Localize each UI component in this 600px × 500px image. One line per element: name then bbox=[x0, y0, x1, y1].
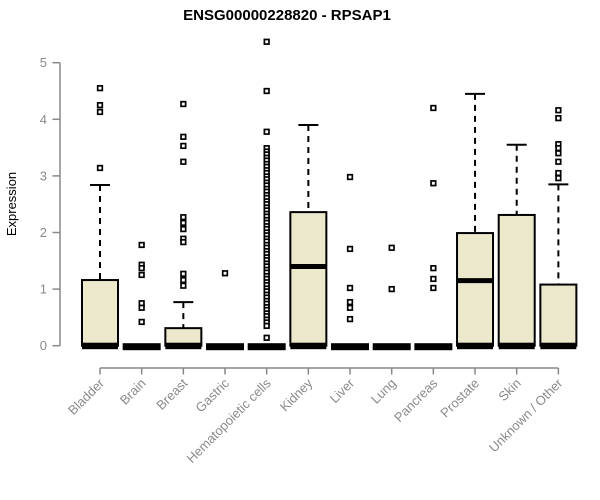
outlier-point-breast bbox=[180, 133, 187, 140]
outlier-point-liver bbox=[346, 245, 354, 253]
y-tick-label: 2 bbox=[40, 225, 47, 240]
x-tick-label-gastric: Gastric bbox=[192, 375, 232, 415]
box-bottom-bar-unknown-other bbox=[540, 342, 577, 350]
x-tick-label-kidney: Kidney bbox=[277, 375, 316, 414]
outlier-point-pancreas bbox=[430, 275, 437, 283]
outlier-point-hematopoietic-cells bbox=[263, 128, 270, 135]
outlier-point-breast bbox=[180, 276, 187, 284]
outlier-point-bladder bbox=[96, 108, 104, 116]
flat-box-lung bbox=[372, 343, 411, 351]
x-tick-label-skin: Skin bbox=[495, 376, 523, 404]
outlier-point-liver bbox=[346, 284, 354, 292]
outlier-point-pancreas bbox=[430, 284, 437, 292]
x-tick-label-prostate: Prostate bbox=[437, 376, 482, 421]
outlier-point-brain bbox=[138, 318, 145, 326]
x-tick-label-pancreas: Pancreas bbox=[391, 375, 441, 425]
flat-box-gastric bbox=[206, 343, 245, 351]
box-bottom-bar-kidney bbox=[290, 342, 327, 350]
box-bottom-bar-skin bbox=[498, 342, 535, 350]
y-tick-label: 3 bbox=[40, 168, 47, 183]
outlier-point-brain bbox=[138, 265, 145, 272]
outlier-point-unknown-other bbox=[555, 158, 562, 165]
y-tick-label: 4 bbox=[40, 112, 47, 127]
outlier-point-breast bbox=[180, 282, 187, 289]
x-tick-label-lung: Lung bbox=[368, 376, 399, 407]
flat-box-brain bbox=[122, 343, 161, 351]
outlier-point-breast bbox=[180, 238, 187, 246]
outlier-point-breast bbox=[180, 142, 187, 150]
outlier-point-brain bbox=[138, 241, 145, 249]
flat-box-liver bbox=[331, 343, 370, 351]
outlier-point-liver bbox=[346, 298, 354, 306]
box-bottom-bar-breast bbox=[165, 342, 202, 350]
outlier-point-lung bbox=[388, 285, 395, 293]
box-skin bbox=[497, 213, 536, 347]
box-prostate bbox=[456, 232, 495, 347]
outlier-point-unknown-other bbox=[555, 169, 562, 177]
outlier-point-pancreas bbox=[430, 104, 437, 112]
y-tick-label: 1 bbox=[40, 282, 47, 297]
outlier-point-gastric bbox=[221, 270, 229, 277]
outlier-point-breast bbox=[180, 225, 187, 233]
outlier-point-liver bbox=[346, 304, 354, 311]
outlier-point-bladder bbox=[96, 101, 104, 109]
box-kidney bbox=[289, 211, 328, 347]
x-tick-label-brain: Brain bbox=[117, 376, 149, 408]
outlier-point-unknown-other bbox=[555, 115, 562, 122]
outlier-point-breast bbox=[180, 270, 187, 277]
outlier-point-unknown-other bbox=[555, 145, 562, 152]
x-tick-label-breast: Breast bbox=[153, 375, 190, 412]
outlier-point-pancreas bbox=[430, 180, 437, 187]
outlier-point-breast bbox=[180, 214, 187, 221]
outlier-point-lung bbox=[388, 244, 395, 251]
outlier-point-unknown-other bbox=[555, 107, 562, 114]
box-bottom-bar-bladder bbox=[82, 342, 118, 350]
flat-box-pancreas bbox=[414, 343, 453, 351]
outlier-point-bladder bbox=[96, 164, 104, 172]
outlier-point-pancreas bbox=[430, 265, 437, 272]
outlier-point-breast bbox=[180, 219, 187, 227]
outlier-point-hematopoietic-cells bbox=[263, 334, 270, 341]
outlier-point-hematopoietic-cells bbox=[263, 87, 270, 95]
outlier-point-brain bbox=[138, 271, 145, 279]
outlier-point-bladder bbox=[96, 85, 104, 92]
box-bottom-bar-prostate bbox=[457, 342, 494, 350]
outlier-point-unknown-other bbox=[555, 175, 562, 182]
outlier-point-brain bbox=[138, 304, 145, 311]
x-tick-label-bladder: Bladder bbox=[65, 375, 108, 418]
box-unknown-other bbox=[539, 283, 578, 347]
y-tick-label: 0 bbox=[40, 338, 47, 353]
outlier-point-hematopoietic-cells bbox=[263, 38, 270, 45]
chart-title: ENSG00000228820 - RPSAP1 bbox=[183, 7, 391, 24]
y-tick-label: 5 bbox=[40, 55, 47, 70]
outlier-point-hematopoietic-cells bbox=[263, 322, 270, 330]
outlier-point-breast bbox=[180, 158, 187, 165]
flat-box-hematopoietic-cells bbox=[247, 343, 286, 351]
outlier-point-unknown-other bbox=[555, 150, 562, 157]
y-axis-label: Expression bbox=[4, 172, 19, 236]
outlier-point-liver bbox=[346, 315, 354, 323]
x-tick-label-liver: Liver bbox=[327, 375, 358, 406]
x-tick-label-unknown-other: Unknown / Other bbox=[486, 375, 566, 455]
box-bladder bbox=[81, 279, 119, 347]
outlier-point-liver bbox=[346, 173, 354, 181]
outlier-point-breast bbox=[180, 100, 187, 108]
